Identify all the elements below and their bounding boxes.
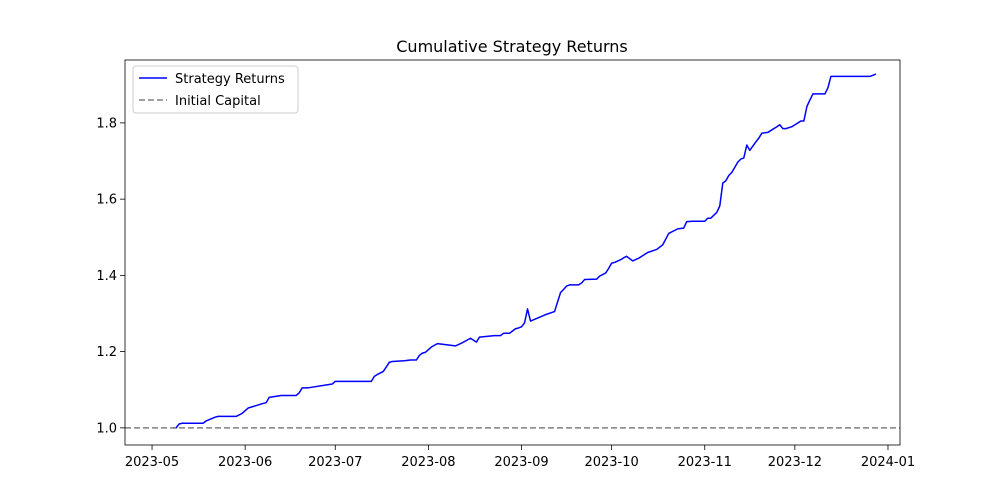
legend: Strategy Returns Initial Capital [132, 65, 299, 114]
x-tick-label: 2023-06 [218, 455, 272, 470]
y-tick-label: 1.6 [96, 193, 117, 208]
x-tick-label: 2023-11 [678, 455, 732, 470]
x-tick-label: 2023-08 [401, 455, 455, 470]
plot-area [125, 73, 900, 429]
x-tick-label: 2023-09 [494, 455, 548, 470]
axes: 2023-05 2023-06 2023-07 2023-08 2023-09 2023-… [96, 59, 915, 470]
y-tick-label: 1.8 [96, 116, 117, 131]
y-tick-label: 1.0 [96, 421, 117, 436]
series-line-strategy-returns [173, 73, 877, 429]
x-tick-label: 2023-07 [308, 455, 362, 470]
y-tick-label: 1.4 [96, 269, 117, 284]
x-tick-label: 2023-05 [125, 455, 179, 470]
legend-label: Initial Capital [175, 94, 261, 109]
x-tick-label: 2023-12 [768, 455, 822, 470]
x-tick-label: 2024-01 [861, 455, 915, 470]
chart-title: Cumulative Strategy Returns [396, 37, 627, 56]
plot-frame [124, 59, 901, 446]
legend-label: Strategy Returns [175, 72, 285, 87]
legend-box [132, 65, 299, 114]
y-tick-label: 1.2 [96, 345, 117, 360]
x-tick-label: 2023-10 [584, 455, 638, 470]
